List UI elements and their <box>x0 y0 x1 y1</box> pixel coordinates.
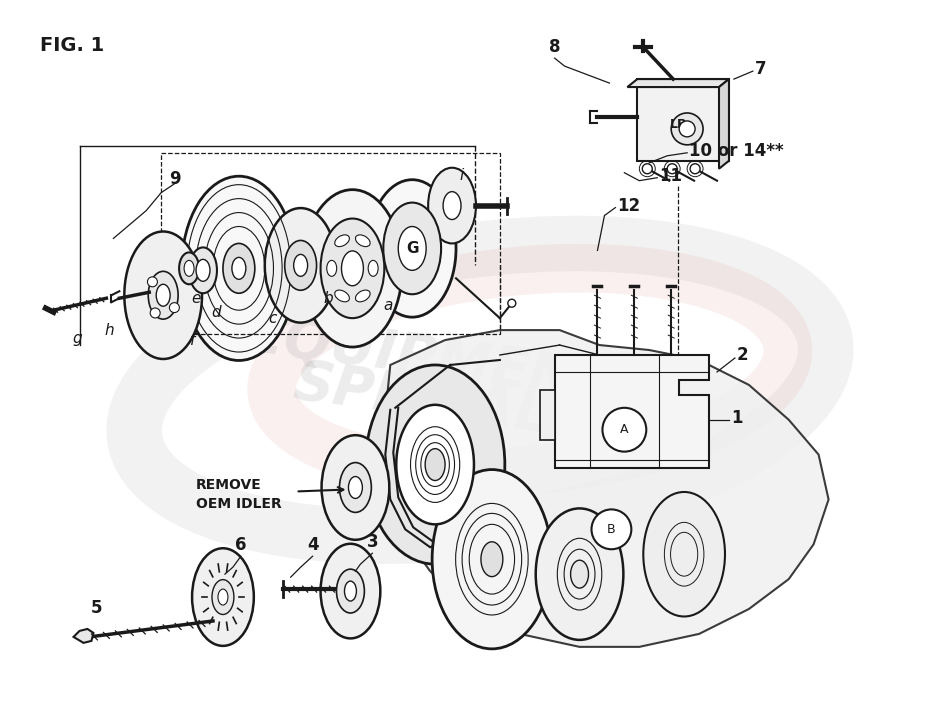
Ellipse shape <box>124 232 202 359</box>
Text: 5: 5 <box>91 599 102 617</box>
Text: b: b <box>324 291 333 306</box>
Polygon shape <box>627 79 729 87</box>
Ellipse shape <box>427 168 476 243</box>
Ellipse shape <box>432 470 551 649</box>
Ellipse shape <box>320 544 380 638</box>
Ellipse shape <box>368 260 377 277</box>
Text: EQUIPMENT: EQUIPMENT <box>244 307 616 412</box>
Text: 6: 6 <box>235 536 247 554</box>
Circle shape <box>690 164 699 174</box>
Ellipse shape <box>196 260 210 282</box>
Ellipse shape <box>148 272 178 319</box>
Ellipse shape <box>355 235 370 247</box>
Circle shape <box>590 509 630 549</box>
Circle shape <box>679 121 694 137</box>
Text: h: h <box>105 322 114 337</box>
Ellipse shape <box>535 508 623 640</box>
Circle shape <box>147 277 158 287</box>
Text: i: i <box>460 168 464 183</box>
Circle shape <box>641 164 652 174</box>
Ellipse shape <box>179 252 198 284</box>
Ellipse shape <box>642 492 724 617</box>
Ellipse shape <box>285 240 316 290</box>
Ellipse shape <box>156 284 170 306</box>
Ellipse shape <box>218 589 228 605</box>
Circle shape <box>507 299 515 307</box>
Ellipse shape <box>570 560 588 588</box>
Ellipse shape <box>211 580 234 615</box>
Text: 8: 8 <box>548 39 560 56</box>
Polygon shape <box>718 79 729 169</box>
Ellipse shape <box>189 247 217 293</box>
Ellipse shape <box>480 542 502 577</box>
Text: 9: 9 <box>169 170 181 188</box>
Ellipse shape <box>293 255 307 277</box>
Ellipse shape <box>383 202 440 294</box>
Circle shape <box>170 302 179 312</box>
Text: 11: 11 <box>658 167 681 185</box>
Text: 4: 4 <box>307 536 318 554</box>
Text: G: G <box>405 241 418 256</box>
Ellipse shape <box>398 227 425 270</box>
Ellipse shape <box>326 260 337 277</box>
Ellipse shape <box>337 569 364 613</box>
Text: d: d <box>211 304 221 319</box>
Text: g: g <box>72 331 83 346</box>
Ellipse shape <box>365 365 504 564</box>
Ellipse shape <box>425 448 445 481</box>
Text: c: c <box>268 311 276 326</box>
Text: 1: 1 <box>730 409 742 427</box>
Text: LB: LB <box>668 118 686 131</box>
Ellipse shape <box>182 176 296 361</box>
Text: a: a <box>383 298 392 313</box>
Text: REMOVE
OEM IDLER: REMOVE OEM IDLER <box>196 478 282 511</box>
Circle shape <box>667 164 677 174</box>
Text: e: e <box>191 291 200 306</box>
Text: B: B <box>606 523 616 536</box>
Text: 12: 12 <box>616 197 640 215</box>
Ellipse shape <box>344 581 356 601</box>
Ellipse shape <box>192 548 254 646</box>
Circle shape <box>602 408 645 451</box>
Ellipse shape <box>442 192 461 220</box>
Ellipse shape <box>222 243 255 293</box>
Ellipse shape <box>322 435 388 540</box>
Polygon shape <box>554 355 708 468</box>
Ellipse shape <box>339 463 371 513</box>
Text: SPECIALISTS: SPECIALISTS <box>289 356 690 464</box>
Polygon shape <box>73 629 94 643</box>
Text: 3: 3 <box>366 533 378 551</box>
Text: FIG. 1: FIG. 1 <box>40 36 104 55</box>
Polygon shape <box>540 390 554 440</box>
Text: f: f <box>190 332 196 347</box>
Ellipse shape <box>232 257 246 279</box>
Ellipse shape <box>335 290 349 302</box>
Ellipse shape <box>341 251 363 286</box>
Bar <box>161 153 500 334</box>
Polygon shape <box>380 330 828 647</box>
Ellipse shape <box>355 290 370 302</box>
Ellipse shape <box>184 260 194 277</box>
Ellipse shape <box>335 235 349 247</box>
Circle shape <box>150 308 160 318</box>
Text: A: A <box>619 424 628 436</box>
Text: 10 or 14**: 10 or 14** <box>689 142 783 160</box>
Ellipse shape <box>396 405 474 524</box>
Polygon shape <box>637 79 729 160</box>
Text: 2: 2 <box>736 346 748 364</box>
Ellipse shape <box>320 219 384 318</box>
Ellipse shape <box>264 208 337 322</box>
Ellipse shape <box>348 476 362 498</box>
Ellipse shape <box>368 180 455 317</box>
Ellipse shape <box>302 190 401 347</box>
Circle shape <box>670 113 703 145</box>
Text: 7: 7 <box>754 60 766 78</box>
